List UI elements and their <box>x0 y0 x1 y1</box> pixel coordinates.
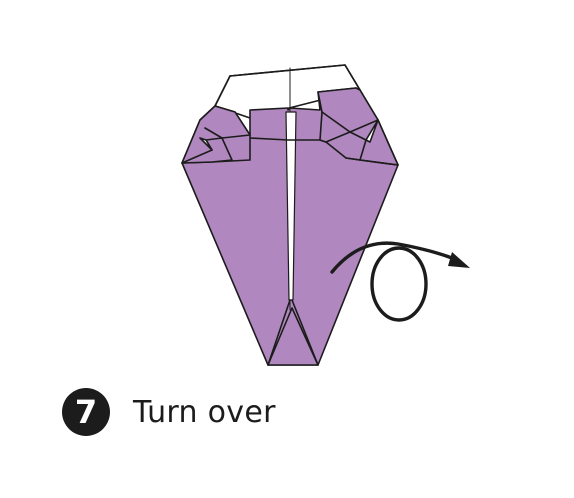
right-pleat-fold-2 <box>345 157 399 166</box>
right-pleat-notch <box>365 119 379 143</box>
left-pleat-fold <box>204 127 251 139</box>
top-fold-edge <box>229 64 361 91</box>
right-pleat-fold <box>321 111 379 133</box>
bottom-crease-right <box>291 299 319 366</box>
top-left-edge <box>214 75 231 107</box>
bottom-tip-fold <box>267 307 319 366</box>
center-slit <box>285 111 297 301</box>
step-number-badge: 7 <box>62 388 110 436</box>
origami-model <box>181 64 399 366</box>
turn-over-arrow-icon <box>330 241 470 322</box>
step-instruction: Turn over <box>133 394 276 430</box>
right-pleat-inner <box>325 131 367 161</box>
step-caption: 7 Turn over <box>62 388 276 436</box>
bottom-crease-left <box>267 299 291 366</box>
left-pleat-notch <box>199 137 213 151</box>
